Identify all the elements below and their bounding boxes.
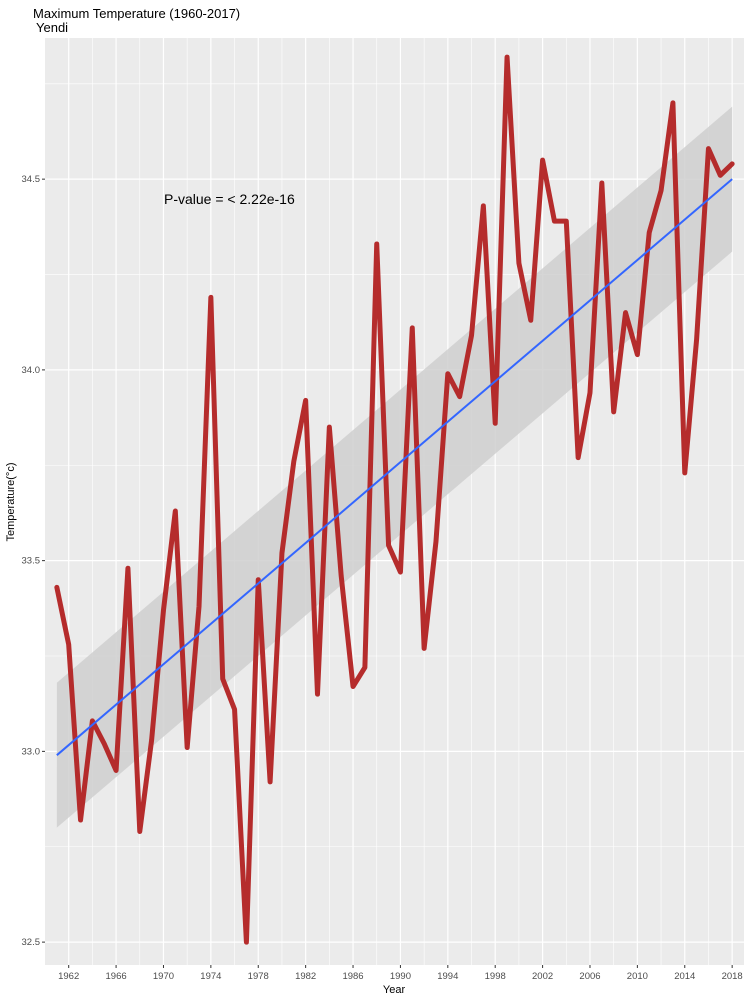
- data-point: [493, 421, 498, 426]
- data-point: [114, 768, 119, 773]
- x-tick-label: 2006: [579, 971, 600, 982]
- data-point: [552, 219, 557, 224]
- data-point: [434, 539, 439, 544]
- data-point: [445, 371, 450, 376]
- data-point: [564, 219, 569, 224]
- data-point: [398, 570, 403, 575]
- data-point: [528, 318, 533, 323]
- data-point: [481, 203, 486, 208]
- data-point: [410, 326, 415, 331]
- data-point: [161, 608, 166, 613]
- data-point: [457, 394, 462, 399]
- data-point: [588, 390, 593, 395]
- data-point: [576, 455, 581, 460]
- data-point: [78, 818, 83, 823]
- y-tick-label: 34.0: [22, 365, 41, 376]
- data-point: [303, 398, 308, 403]
- data-point: [102, 741, 107, 746]
- data-point: [339, 573, 344, 578]
- series-layer: [54, 54, 735, 945]
- data-point: [244, 940, 249, 945]
- data-point: [280, 551, 285, 556]
- data-point: [137, 829, 142, 834]
- data-point: [682, 470, 687, 475]
- data-point: [66, 642, 71, 647]
- y-axis-ticks: 32.5 33.0 33.5 34.0 34.5: [22, 174, 45, 948]
- temperature-line: [54, 54, 735, 945]
- data-point: [386, 543, 391, 548]
- data-point: [623, 310, 628, 315]
- x-tick-label: 1986: [342, 971, 363, 982]
- chart-title: Maximum Temperature (1960-2017): [33, 6, 240, 21]
- data-point: [126, 566, 131, 571]
- data-point: [185, 745, 190, 750]
- data-point: [149, 738, 154, 743]
- p-value-annotation: P-value = < 2.22e-16: [164, 191, 295, 207]
- trend-line: [56, 178, 733, 756]
- data-point: [599, 181, 604, 186]
- data-point: [422, 646, 427, 651]
- data-point: [362, 665, 367, 670]
- data-point: [635, 352, 640, 357]
- data-point: [516, 261, 521, 266]
- x-tick-label: 1990: [390, 971, 411, 982]
- data-point: [291, 459, 296, 464]
- x-axis-ticks: 1962 1966 1970 1974 1978 1982 1986 1990 1994 1998…: [58, 965, 743, 982]
- data-point: [718, 173, 723, 178]
- data-point: [647, 230, 652, 235]
- x-tick-label: 2010: [627, 971, 648, 982]
- data-point: [706, 146, 711, 151]
- data-point: [730, 161, 735, 166]
- data-point: [268, 779, 273, 784]
- data-point: [197, 604, 202, 609]
- data-point: [54, 585, 59, 590]
- x-tick-label: 1998: [485, 971, 506, 982]
- x-tick-label: 1970: [153, 971, 174, 982]
- y-axis-title: Temperature(°c): [5, 463, 17, 542]
- data-point: [208, 295, 213, 300]
- y-tick-label: 32.5: [22, 937, 41, 948]
- x-tick-label: 1962: [58, 971, 79, 982]
- trend-layer: [56, 178, 733, 756]
- data-point: [671, 100, 676, 105]
- x-tick-label: 1974: [200, 971, 221, 982]
- data-point: [232, 707, 237, 712]
- data-point: [173, 509, 178, 514]
- data-point: [540, 158, 545, 163]
- y-tick-label: 33.0: [22, 746, 41, 757]
- x-tick-label: 1966: [106, 971, 127, 982]
- chart-subtitle: Yendi: [36, 20, 68, 35]
- data-point: [351, 684, 356, 689]
- data-point: [374, 242, 379, 247]
- x-tick-label: 1994: [437, 971, 458, 982]
- data-point: [659, 188, 664, 193]
- data-point: [505, 55, 510, 60]
- x-tick-label: 1982: [295, 971, 316, 982]
- data-point: [469, 333, 474, 338]
- data-point: [694, 337, 699, 342]
- x-tick-label: 2002: [532, 971, 553, 982]
- y-tick-label: 33.5: [22, 556, 41, 567]
- x-tick-label: 1978: [248, 971, 269, 982]
- x-axis-title: Year: [383, 984, 406, 996]
- x-tick-label: 2018: [722, 971, 743, 982]
- data-point: [315, 692, 320, 697]
- data-point: [220, 676, 225, 681]
- data-point: [327, 425, 332, 430]
- x-tick-label: 2014: [674, 971, 695, 982]
- y-tick-label: 34.5: [22, 174, 41, 185]
- data-point: [611, 409, 616, 414]
